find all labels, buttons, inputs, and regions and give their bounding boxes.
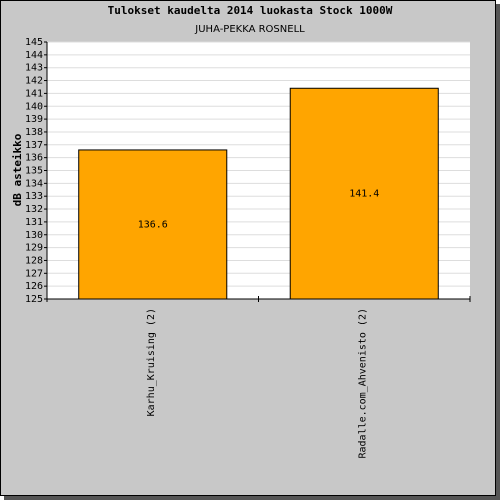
y-tick-label: 125	[25, 294, 43, 305]
value-label: 136.6	[138, 219, 168, 230]
y-tick-label: 129	[25, 243, 43, 254]
bar	[289, 87, 439, 300]
y-tick-label: 132	[25, 204, 43, 215]
value-label: 141.4	[349, 189, 379, 200]
y-tick-label: 126	[25, 281, 43, 292]
y-tick-label: 138	[25, 127, 43, 138]
chart-title: Tulokset kaudelta 2014 luokasta Stock 10…	[108, 4, 393, 17]
bar	[78, 149, 228, 300]
y-axis-label: dB asteikko	[11, 133, 24, 206]
chart-subtitle: JUHA-PEKKA ROSNELL	[194, 24, 305, 35]
y-tick-label: 134	[25, 178, 43, 189]
y-tick-label: 133	[25, 191, 43, 202]
y-tick-label: 140	[25, 101, 43, 112]
x-tick-label: Radalle.com_Ahvenisto (2)	[357, 308, 368, 459]
y-tick-label: 142	[25, 76, 43, 87]
y-tick-label: 130	[25, 230, 43, 241]
y-tick-label: 127	[25, 268, 43, 279]
x-tick-label: Karhu_Kruising (2)	[146, 308, 157, 416]
y-tick-label: 141	[25, 88, 43, 99]
y-tick-label: 137	[25, 140, 43, 151]
y-tick-label: 131	[25, 217, 43, 228]
y-tick-label: 128	[25, 255, 43, 266]
y-tick-label: 139	[25, 114, 43, 125]
y-tick-label: 135	[25, 166, 43, 177]
y-tick-label: 144	[25, 50, 43, 61]
y-tick-label: 143	[25, 63, 43, 74]
y-tick-label: 136	[25, 153, 43, 164]
y-tick-label: 145	[25, 37, 43, 48]
